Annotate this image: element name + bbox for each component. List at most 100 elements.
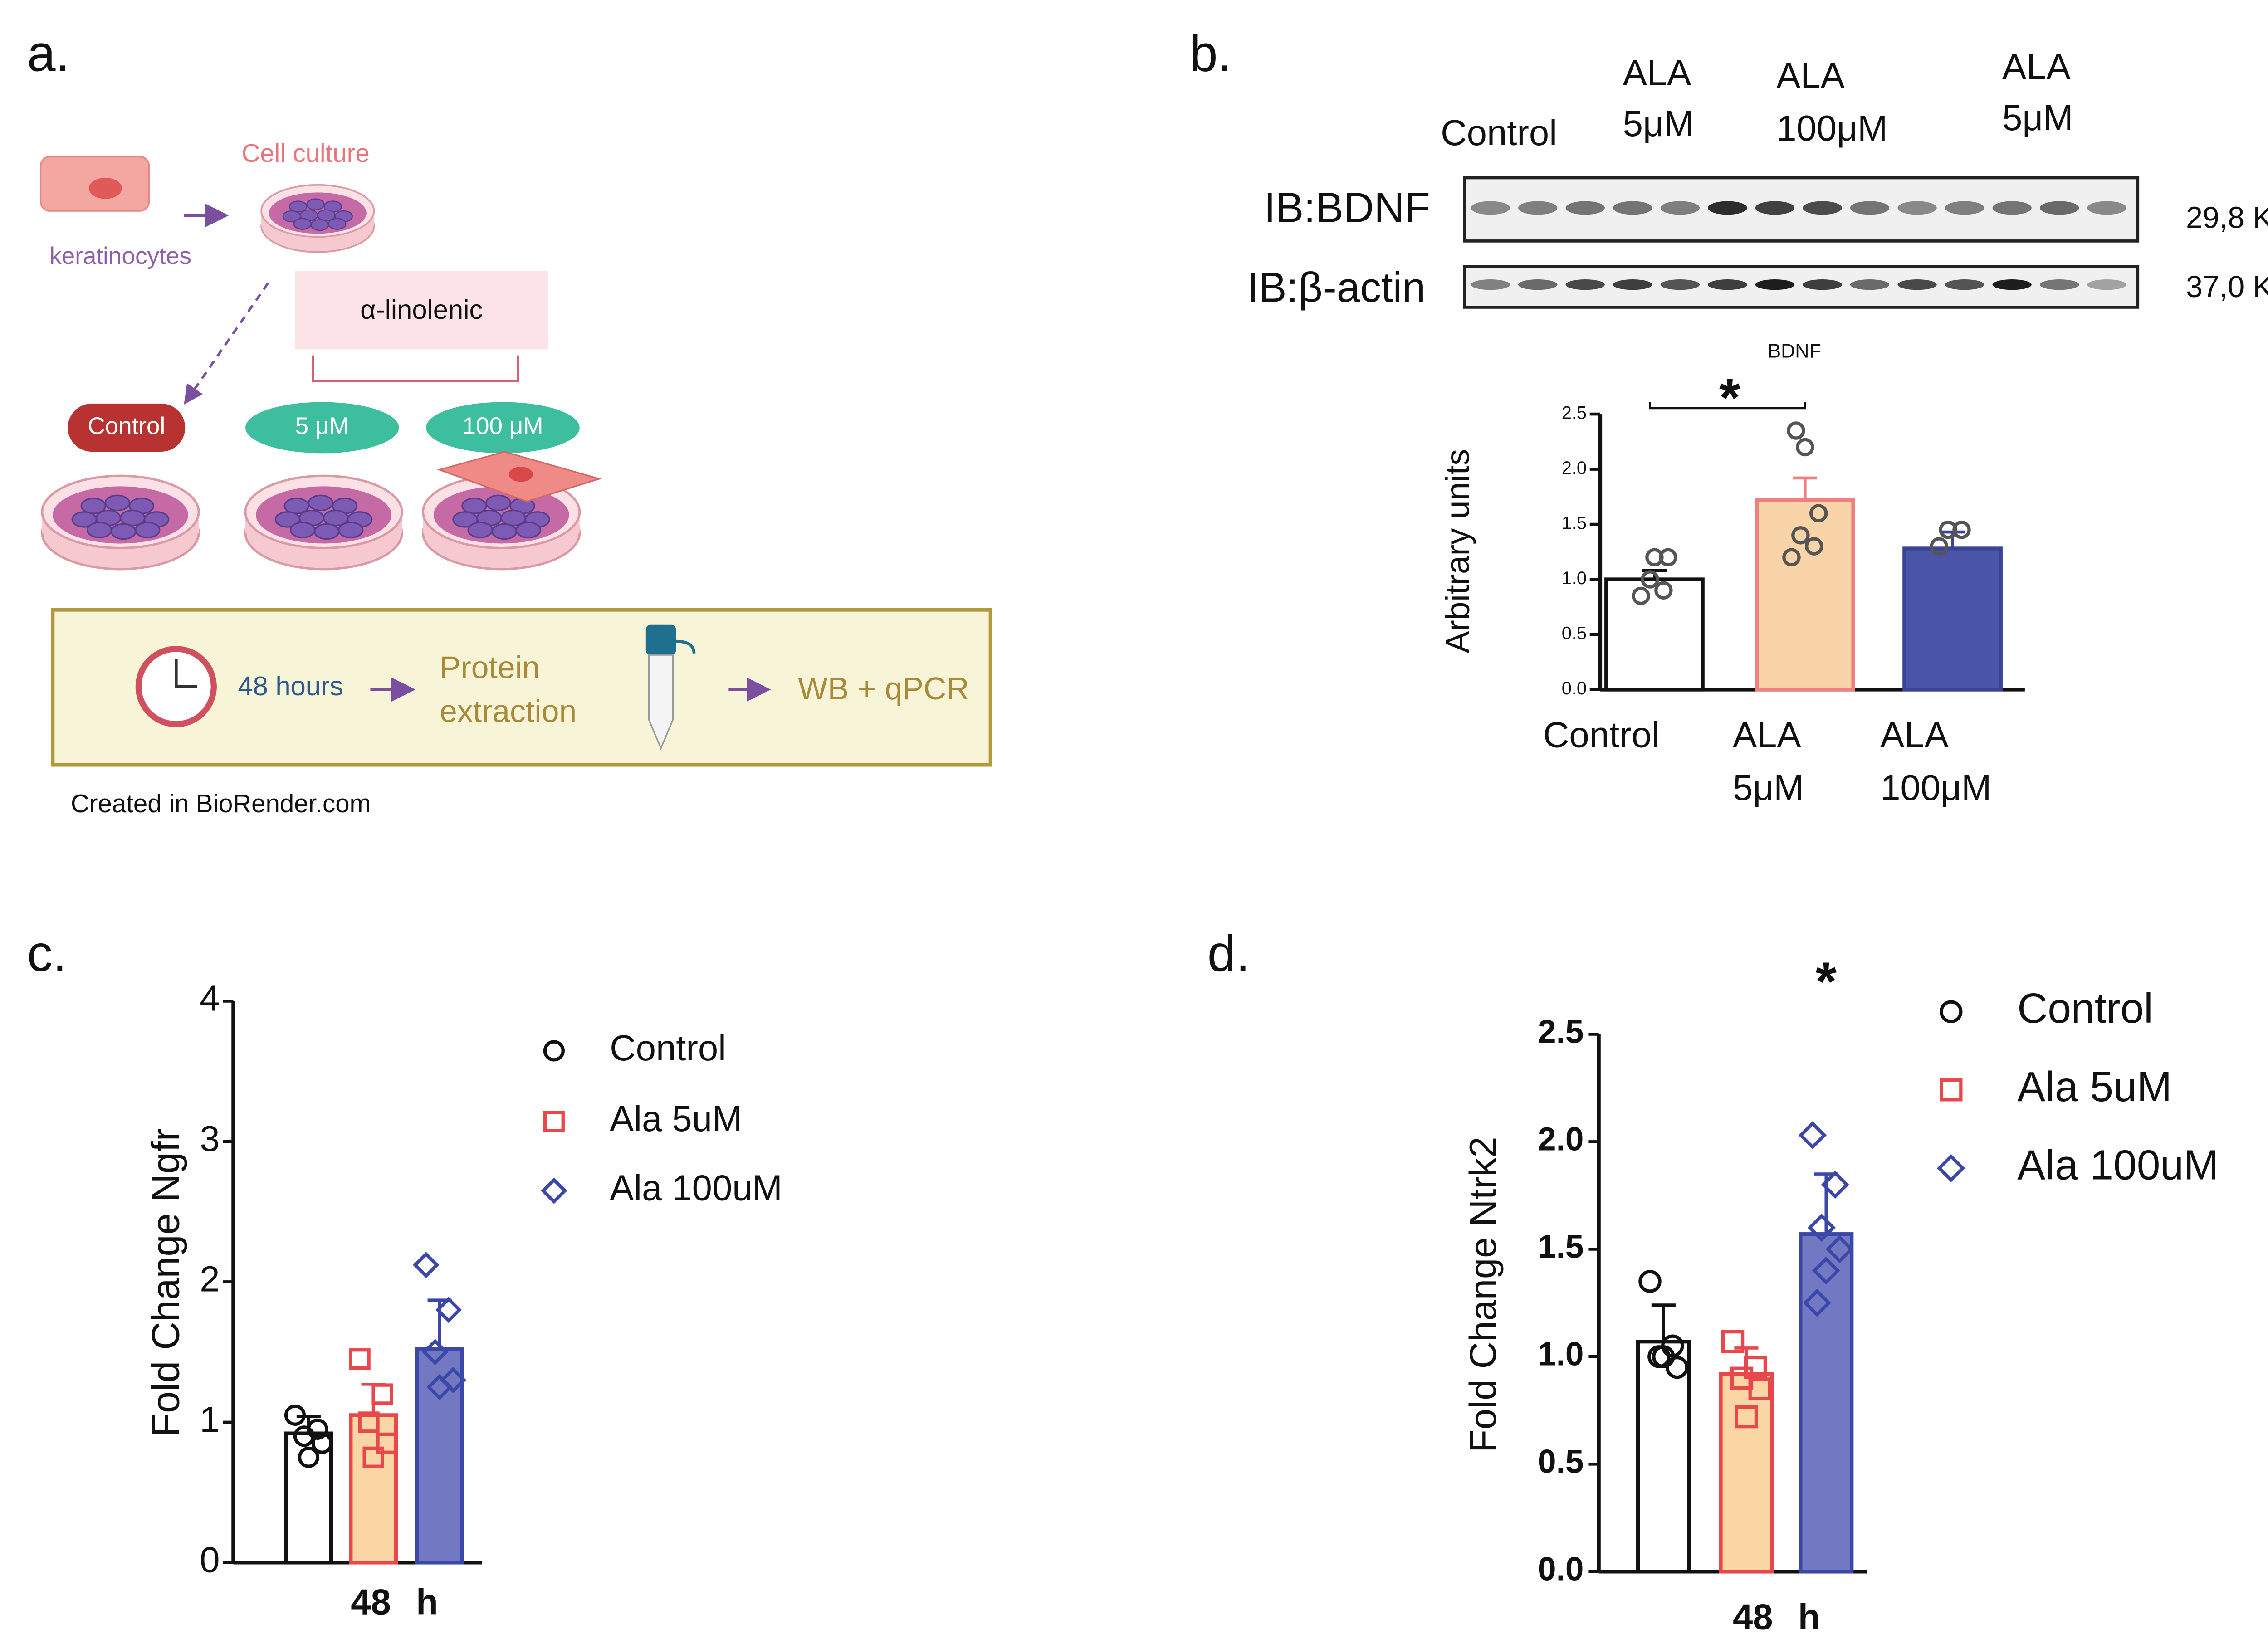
- step-label: extraction: [440, 693, 577, 729]
- lane-label: 5μM: [1623, 103, 1694, 144]
- step-label: Protein: [440, 650, 540, 685]
- treatment-label: α-linolenic: [360, 294, 483, 325]
- blot-band: [2087, 201, 2126, 215]
- blot-band: [1518, 201, 1558, 215]
- blot-band: [2087, 279, 2126, 290]
- data-point: [1652, 1345, 1675, 1368]
- panel-label: b.: [1189, 24, 1232, 82]
- y-tick-label: 2: [200, 1259, 220, 1299]
- data-point: [362, 1446, 384, 1468]
- legend-label: Ala 5uM: [2017, 1063, 2172, 1110]
- dish: [42, 476, 199, 569]
- treatment-box: [295, 271, 548, 350]
- lane-label: ALA: [1623, 52, 1691, 93]
- blot-band: [1897, 201, 1937, 215]
- legend-label: Control: [2017, 985, 2153, 1032]
- data-point: [1809, 504, 1828, 522]
- blot-band: [1755, 201, 1795, 215]
- x-tick-label: ALA 100μM: [1880, 715, 1991, 808]
- data-point: [1940, 1000, 1963, 1023]
- bracket: [312, 355, 519, 382]
- dish: [245, 476, 402, 569]
- lane-label: 100μM: [1776, 108, 1887, 148]
- y-tick-label: 2.5: [1538, 1014, 1584, 1050]
- bar: [1719, 1372, 1774, 1574]
- significance-bracket: [1649, 402, 1806, 410]
- y-axis-label: Arbitrary units: [1440, 449, 1476, 653]
- tube-hinge: [676, 639, 696, 654]
- bar: [1902, 546, 2003, 692]
- clock-hands: [174, 659, 197, 688]
- control-label: Control: [88, 413, 165, 439]
- data-point: [543, 1040, 565, 1062]
- y-tick-label: 2.0: [1562, 458, 1587, 478]
- data-point: [1796, 438, 1814, 457]
- data-point: [293, 1425, 315, 1447]
- blot-band: [1565, 279, 1605, 290]
- panel-label: d.: [1207, 925, 1250, 982]
- data-point: [1937, 1154, 1965, 1182]
- data-point: [422, 1339, 449, 1366]
- legend-label: Ala 5uM: [610, 1098, 742, 1139]
- data-point: [1821, 1171, 1849, 1199]
- culture-dish: [260, 184, 375, 253]
- data-point: [1805, 537, 1823, 556]
- data-point: [1782, 548, 1801, 567]
- blot-band: [1992, 201, 2032, 215]
- lane-label: 5μM: [2002, 98, 2073, 138]
- data-point: [1735, 1405, 1758, 1429]
- x-tick-label: 48 h: [351, 1581, 438, 1622]
- error-bar: [1651, 1303, 1676, 1342]
- data-point: [311, 1432, 333, 1454]
- y-tick-label: 1.5: [1538, 1229, 1584, 1265]
- blot-band: [1613, 201, 1652, 215]
- y-tick-label: 0.5: [1538, 1444, 1584, 1480]
- data-point: [298, 1446, 319, 1468]
- nucleus-icon: [88, 178, 122, 199]
- data-point: [1645, 548, 1664, 567]
- western-blot: Control ALA 5μM ALA 100μM ALA 5μM IB:BDN…: [1247, 46, 2268, 311]
- data-point: [1721, 1330, 1745, 1353]
- size-label: 37,0 KDa: [2186, 270, 2268, 304]
- blot-band: [1660, 201, 1700, 215]
- y-tick-label: 2.0: [1538, 1121, 1584, 1158]
- data-point: [371, 1383, 393, 1405]
- blot-strip: [1463, 176, 2140, 243]
- y-axis-label: Fold Change Ngfr: [144, 1128, 188, 1437]
- data-point: [1641, 570, 1659, 589]
- blot-band: [1708, 279, 1747, 290]
- x-tick-label: ALA 5μM: [1733, 715, 1804, 808]
- chart-title: BDNF: [1768, 340, 1821, 362]
- data-point: [1787, 421, 1805, 440]
- data-point: [1825, 1235, 1854, 1263]
- data-point: [349, 1348, 371, 1370]
- nucleus-icon: [508, 467, 533, 482]
- y-tick-label: 3: [200, 1118, 220, 1159]
- blot-band: [1850, 201, 1890, 215]
- dose-label: 5 μM: [295, 413, 349, 439]
- bar: [1604, 577, 1705, 692]
- data-point: [435, 1297, 462, 1323]
- data-point: [1803, 1288, 1831, 1317]
- blot-band: [1613, 279, 1652, 290]
- data-point: [543, 1111, 565, 1132]
- blot-band: [1992, 279, 2032, 290]
- blot-band: [1471, 279, 1510, 290]
- data-point: [1939, 520, 1957, 539]
- y-tick-label: 0.0: [1538, 1551, 1584, 1588]
- lane-label: Control: [1441, 112, 1557, 153]
- blot-band: [1803, 201, 1842, 215]
- blot-band: [2040, 279, 2079, 290]
- panel-label: c.: [27, 925, 67, 982]
- y-tick-label: 0.0: [1562, 678, 1587, 698]
- blot-band: [1945, 279, 1984, 290]
- data-point: [541, 1177, 567, 1204]
- data-point: [376, 1432, 398, 1454]
- data-point: [440, 1366, 467, 1394]
- data-point: [1812, 1256, 1840, 1285]
- data-point: [1748, 1377, 1771, 1400]
- bar: [1755, 498, 1855, 692]
- data-point: [1632, 586, 1650, 605]
- cell-label: keratinocytes: [49, 243, 191, 269]
- row-label: IB:BDNF: [1264, 184, 1430, 231]
